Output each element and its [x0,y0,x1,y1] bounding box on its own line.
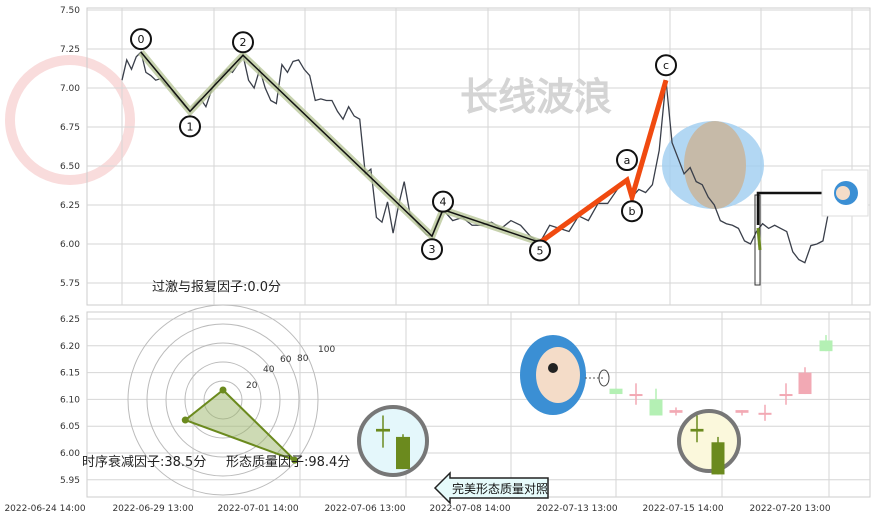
x-tick-label: 2022-07-08 14:00 [429,504,510,514]
radar-tick-label: 40 [263,365,275,375]
radar-point [181,416,189,424]
radar-tick-label: 60 [280,355,292,365]
x-tick-label: 2022-07-01 14:00 [217,504,298,514]
y-tick-label: 6.20 [60,342,80,352]
x-tick-label: 2022-07-15 14:00 [642,504,723,514]
wave-label: 5 [537,244,544,257]
candle-body [396,436,410,470]
wave-label: 4 [440,196,447,209]
wave-label-circle [529,239,551,262]
candle-body [735,410,749,413]
wave-label-circle [179,115,201,138]
y-tick-label: 5.95 [60,476,80,486]
y-tick-label: 5.75 [60,279,80,289]
wave-label-circle [616,149,638,172]
radar-ring [165,342,281,458]
wave-label-circle [432,190,454,213]
wave-label: 2 [240,36,247,49]
radar-tick-label: 100 [318,345,335,355]
callout-button[interactable]: 完美形态质量对照 [433,471,549,505]
reference-circle [357,405,429,477]
x-tick-label: 2022-07-06 13:00 [324,504,405,514]
candle-body [758,412,772,415]
mascot [520,335,610,415]
y-tick-label: 7.00 [60,84,80,94]
x-tick-label: 2022-06-29 13:00 [112,504,193,514]
wave-label: 1 [187,120,194,133]
candle-body [798,372,812,395]
y-tick-label: 6.50 [60,162,80,172]
candle-body [376,428,390,432]
match-circle [677,409,741,473]
candle-body [649,399,663,416]
wave-label-circle [421,238,443,261]
candle-body [629,394,643,397]
x-tick-label: 2022-06-24 14:00 [4,504,85,514]
y-tick-label: 6.75 [60,123,80,133]
y-tick-label: 7.50 [60,6,80,16]
y-tick-label: 6.05 [60,422,80,432]
mascot-sticker [821,169,869,217]
x-tick-label: 2022-07-13 13:00 [536,504,617,514]
candle-body [609,388,623,395]
arrow-left-icon [433,471,549,505]
corrective-wave-line [538,79,669,245]
y-tick-label: 6.15 [60,369,80,379]
y-tick-label: 6.25 [60,315,80,325]
y-tick-label: 6.25 [60,201,80,211]
y-tick-label: 6.00 [60,449,80,459]
radar-ring [146,323,300,477]
impulse-wave-line [140,51,541,244]
radar-tick-label: 80 [297,354,309,364]
radar-ring [184,361,262,439]
x-tick-label: 2022-07-20 13:00 [749,504,830,514]
wave-label: b [629,205,636,218]
candle-body [711,442,725,475]
watermark-text: 长线波浪 [460,75,612,119]
radar-axis-label: 形态质量因子:98.4分 [226,455,350,470]
radar-point [291,456,299,464]
y-tick-label: 6.10 [60,395,80,405]
callout-label: 完美形态质量对照 [452,481,548,496]
radar-axis-label: 时序衰减因子:38.5分 [82,454,206,470]
y-tick-label: 7.25 [60,45,80,55]
candle-body [819,340,833,352]
radar-tick-label: 20 [246,381,258,391]
radar-point [219,386,227,394]
wave-label: 0 [138,33,145,46]
price-panel: 7.50 7.25 7.00 6.75 6.50 6.25 6.00 5.75 0 1 2 3 4 5 a b… [60,6,871,306]
wave-label: 3 [429,243,436,256]
watermark-layer: 长线波浪 [5,55,612,185]
wave-label-circle [232,31,254,54]
radar-ring [127,304,319,496]
marker-line [756,191,822,225]
candle-body [669,410,683,413]
y-tick-label: 6.00 [60,240,80,250]
wave-label: c [663,59,669,72]
candle-panel: 6.25 6.20 6.15 6.10 6.05 6.00 5.95 2022-06-24 1… [4,311,871,514]
logo-watermark [5,55,135,185]
candle-body [690,428,704,432]
wave-label: a [624,154,631,167]
radar-axis-label: 过激与报复因子:0.0分 [152,280,281,295]
radar-polygon [183,388,296,462]
wave-label-circle [655,54,677,77]
marker-candle [756,227,762,251]
plot-frame [86,7,871,306]
target-zone-inner [684,121,746,209]
wave-label-circle [130,28,152,51]
wave-label-circle [621,200,643,223]
candle-body [779,394,793,397]
